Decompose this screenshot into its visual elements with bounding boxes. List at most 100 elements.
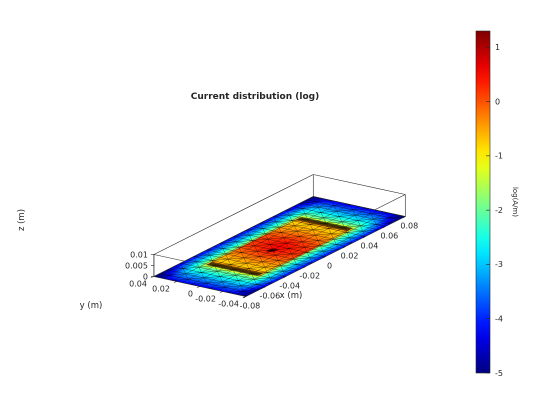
mesh-edge <box>296 262 313 265</box>
mesh-edge <box>355 213 372 216</box>
mesh-edge <box>299 236 303 242</box>
mesh-edge <box>310 224 313 230</box>
x-tick-label: -0.02 <box>299 272 320 281</box>
mesh-edge <box>185 273 189 280</box>
mesh-edge <box>240 285 244 292</box>
mesh-edge <box>288 248 292 254</box>
mesh-edge <box>222 246 239 249</box>
mesh-edge <box>233 234 250 237</box>
mesh-edge <box>331 232 348 235</box>
z-tick-label: 0.005 <box>125 262 148 271</box>
mesh-edge <box>219 274 236 277</box>
x-tick-label: 0.06 <box>380 232 398 241</box>
colorbar-tick-label: -4 <box>495 315 503 324</box>
mesh-edge <box>288 246 305 249</box>
mesh-edge <box>275 255 279 261</box>
mesh-edge <box>246 228 263 231</box>
mesh-edge <box>167 268 184 271</box>
mesh-edge <box>299 201 316 204</box>
mesh-edge <box>373 217 390 220</box>
mesh-edge <box>291 253 295 260</box>
mesh-edge <box>267 250 272 253</box>
mesh-edge <box>333 239 337 245</box>
mesh-edge <box>278 225 295 228</box>
mesh-edge <box>180 262 273 284</box>
mesh-edge <box>286 208 303 211</box>
colorbar-ticks: -5 -4 -3 -2 -1 0 1 <box>486 43 503 378</box>
mesh-edge <box>360 224 377 227</box>
mesh-edge <box>260 221 277 224</box>
mesh-edge <box>299 218 350 230</box>
mesh-edge <box>360 225 364 232</box>
mesh-edge <box>304 245 321 248</box>
mesh-edge <box>299 203 303 209</box>
mesh-edge <box>209 286 225 289</box>
mesh-edge <box>273 216 366 237</box>
mesh-edge <box>294 225 298 232</box>
y-tick-label: -0.02 <box>195 295 216 304</box>
mesh-edge <box>270 242 287 245</box>
mesh-edge <box>320 212 324 218</box>
mesh-edge <box>357 218 374 221</box>
mesh-edge <box>318 207 322 213</box>
mesh-edge <box>224 287 228 293</box>
mesh-edge <box>349 236 366 239</box>
mesh-edge <box>233 236 237 242</box>
mesh-edge <box>376 224 379 230</box>
mesh-edge <box>222 281 226 288</box>
mesh-edge <box>248 266 265 269</box>
mesh-edge <box>302 240 318 243</box>
mesh-edge <box>352 209 356 216</box>
mesh-edge <box>333 237 350 240</box>
mesh-edge <box>220 243 224 249</box>
colorbar: -5 -4 -3 -2 -1 0 1 log(A/m) <box>475 30 519 378</box>
y-tick-label: 0.04 <box>129 280 147 289</box>
mesh-edge <box>243 289 260 292</box>
mesh-edge <box>238 247 242 253</box>
mesh-edge <box>312 228 329 231</box>
mesh-edge <box>273 216 277 222</box>
mesh-edge <box>307 250 324 253</box>
z-tick-label: 0 <box>143 273 148 282</box>
mesh-edge <box>283 237 287 244</box>
mesh-edge <box>222 280 239 283</box>
mesh-edge <box>315 201 319 208</box>
mesh-edge <box>243 256 260 259</box>
mesh-edge <box>209 263 261 275</box>
mesh-edge <box>296 229 313 232</box>
mesh-edge <box>169 273 186 276</box>
mesh-edge <box>347 230 363 233</box>
mesh-edge <box>227 290 244 293</box>
mesh-edge <box>271 248 277 251</box>
mesh-edge <box>227 259 231 265</box>
mesh-edge <box>264 265 281 268</box>
mesh-edge <box>241 252 244 258</box>
mesh-edge <box>286 209 290 216</box>
mesh-edge <box>275 220 292 223</box>
colorbar-bar <box>475 30 491 374</box>
mesh-edge <box>293 259 297 265</box>
mesh-edge <box>203 277 207 284</box>
mesh-edge <box>299 234 316 237</box>
mesh-edge <box>309 257 313 264</box>
mesh-edge <box>222 248 226 254</box>
mesh-edge <box>322 251 326 257</box>
x-tick-label: -0.04 <box>279 282 300 291</box>
mesh-edge <box>346 232 350 238</box>
mesh-edge <box>209 255 213 261</box>
mesh-edge <box>339 214 356 217</box>
mesh-edge <box>188 277 205 280</box>
y-tick-label: 0 <box>188 290 193 299</box>
mesh-edge <box>219 276 223 282</box>
mesh-edge <box>185 272 202 275</box>
mesh-edge <box>249 233 266 236</box>
mesh-edge <box>264 267 268 273</box>
mesh-edge <box>317 238 334 241</box>
x-tick-label: 0 <box>327 262 332 271</box>
mesh-edge <box>323 249 339 252</box>
mesh-edge <box>334 205 337 212</box>
mesh-edge <box>172 278 189 281</box>
mesh-edge <box>224 285 241 288</box>
mesh-edge <box>320 244 337 247</box>
mesh-edge <box>389 216 406 219</box>
